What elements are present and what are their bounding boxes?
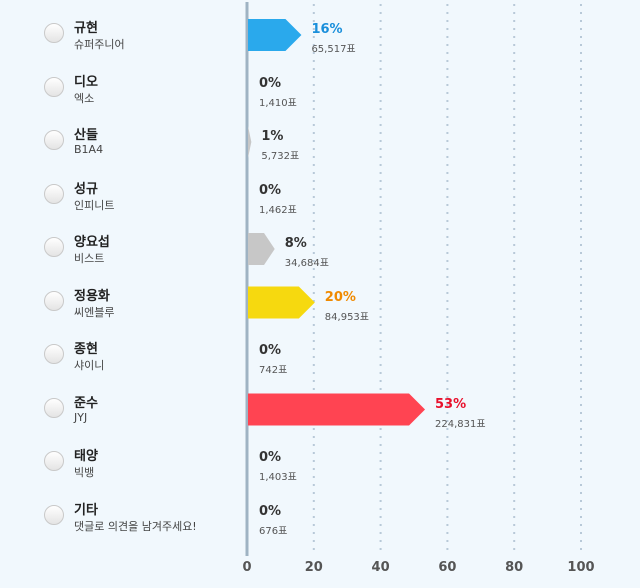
- vote-count: 34,684표: [284, 258, 329, 269]
- x-tick-label: 80: [505, 560, 524, 575]
- vote-count: 1,462표: [259, 204, 297, 216]
- poll-option-row: 성규 인피니트 0% 1,462표: [0, 178, 640, 231]
- x-tick-label: 0: [242, 560, 252, 575]
- bar: [248, 233, 275, 265]
- candidate-group: JYJ: [74, 410, 88, 424]
- candidate-name: 규현: [74, 21, 98, 36]
- candidate-name: 기타: [74, 502, 98, 518]
- poll-option-row: 산들 B1A4 1% 5,732표: [0, 124, 640, 177]
- candidate-group: 슈퍼주니어: [74, 38, 125, 51]
- candidate-name: 정용화: [74, 288, 110, 304]
- candidate-group: 빅뱅: [74, 466, 95, 479]
- x-tick-label: 20: [304, 560, 323, 575]
- percent-label: 53%: [435, 396, 467, 412]
- bar: [248, 126, 252, 158]
- vote-count: 84,953표: [324, 311, 369, 323]
- percent-label: 0%: [259, 503, 282, 519]
- percent-label: 0%: [259, 75, 282, 91]
- candidate-name: 양요섭: [74, 235, 110, 250]
- option-radio[interactable]: [44, 451, 64, 471]
- candidate-group: 엑소: [74, 91, 95, 105]
- candidate-group: 씨엔블루: [74, 305, 115, 319]
- vote-count: 5,732표: [261, 151, 300, 162]
- option-radio[interactable]: [44, 76, 64, 97]
- poll-option-row: 디오 엑소 0% 1,410표: [0, 71, 640, 124]
- candidate-name: 태양: [74, 449, 98, 464]
- vote-count: 742표: [259, 365, 288, 376]
- candidate-name: 성규: [74, 181, 98, 197]
- x-tick-label: 60: [438, 560, 457, 575]
- candidate-group: 인피니트: [74, 198, 115, 212]
- option-radio[interactable]: [44, 130, 64, 150]
- percent-label: 1%: [261, 129, 284, 144]
- option-radio[interactable]: [44, 290, 64, 311]
- option-radio[interactable]: [44, 504, 64, 525]
- bar: [248, 393, 426, 426]
- option-radio[interactable]: [44, 183, 64, 204]
- candidate-name: 산들: [74, 128, 98, 143]
- option-radio[interactable]: [44, 237, 64, 257]
- x-tick-label: 100: [567, 560, 595, 575]
- percent-label: 8%: [284, 236, 307, 251]
- candidate-group: 샤이니: [74, 359, 105, 372]
- option-radio[interactable]: [44, 23, 64, 43]
- candidate-name: 종현: [74, 342, 98, 357]
- vote-count: 65,517표: [311, 44, 356, 55]
- percent-label: 0%: [259, 182, 282, 198]
- candidate-group: 댓글로 의견을 남겨주세요!: [74, 519, 197, 533]
- candidate-group: B1A4: [74, 143, 104, 156]
- bar: [248, 19, 302, 51]
- candidate-name: 디오: [74, 74, 98, 90]
- candidate-group: 비스트: [74, 252, 105, 265]
- option-radio[interactable]: [44, 397, 64, 418]
- percent-label: 20%: [324, 289, 356, 305]
- poll-option-row: 기타 댓글로 의견을 남겨주세요! 0% 676표: [0, 499, 640, 552]
- vote-count: 1,410표: [259, 97, 297, 109]
- percent-label: 0%: [259, 343, 282, 358]
- vote-count: 1,403표: [259, 472, 297, 483]
- x-tick-label: 40: [371, 560, 390, 575]
- option-radio[interactable]: [44, 344, 64, 364]
- percent-label: 16%: [311, 22, 343, 37]
- candidate-name: 준수: [74, 395, 98, 411]
- poll-option-row: 준수 JYJ 53% 224,831표: [0, 392, 640, 445]
- poll-option-row: 정용화 씨엔블루 20% 84,953표: [0, 285, 640, 338]
- vote-count: 224,831표: [435, 418, 486, 430]
- bar: [248, 286, 315, 319]
- percent-label: 0%: [259, 450, 282, 465]
- vote-count: 676표: [259, 525, 288, 537]
